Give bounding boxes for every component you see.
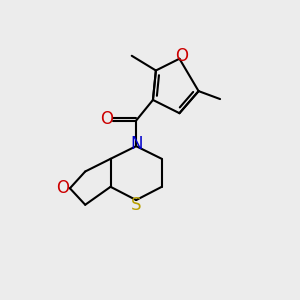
Text: O: O (100, 110, 113, 128)
Text: O: O (175, 47, 188, 65)
Text: S: S (131, 196, 142, 214)
Text: O: O (56, 179, 69, 197)
Text: N: N (131, 135, 143, 153)
